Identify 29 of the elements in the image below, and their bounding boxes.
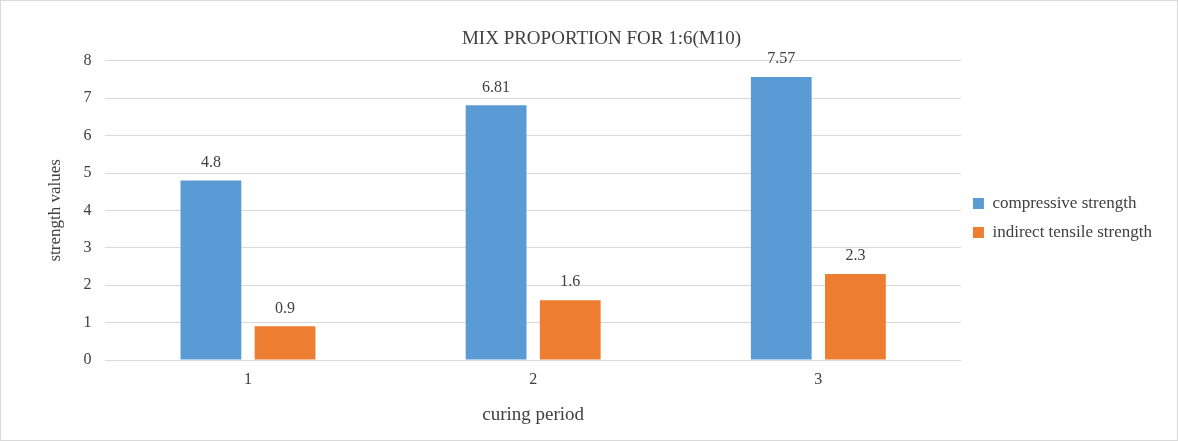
y-tick-label: 3	[83, 238, 92, 255]
data-label: 7.57	[767, 49, 796, 67]
bar	[254, 326, 316, 360]
y-tick-label: 2	[83, 275, 92, 293]
data-label: 4.8	[200, 152, 221, 170]
data-label: 2.3	[845, 246, 866, 264]
chart-title: MIX PROPORTION FOR 1:6(M10)	[461, 27, 742, 50]
x-axis-title: curing period	[482, 402, 585, 424]
bar	[465, 105, 527, 360]
y-tick-label: 0	[83, 350, 92, 368]
y-tick-label: 6	[83, 125, 92, 143]
x-tick-label: 3	[814, 369, 823, 387]
y-axis-title: strength values	[44, 159, 64, 262]
legend-label: compressive strength	[992, 192, 1137, 212]
y-tick-label: 4	[83, 200, 92, 218]
bar	[539, 300, 601, 360]
x-tick-label: 1	[243, 369, 252, 387]
y-tick-label: 5	[83, 163, 92, 181]
y-tick-label: 8	[83, 51, 92, 68]
data-label: 0.9	[275, 298, 296, 316]
data-label: 1.6	[560, 272, 581, 290]
bar	[750, 76, 812, 360]
bar	[825, 273, 886, 360]
y-tick-label: 7	[83, 88, 92, 106]
data-label: 6.81	[482, 77, 511, 95]
legend-label: indirect tensile strength	[992, 221, 1153, 241]
y-tick-label: 1	[83, 312, 92, 330]
bar	[180, 180, 242, 360]
x-tick-label: 2	[529, 369, 538, 387]
